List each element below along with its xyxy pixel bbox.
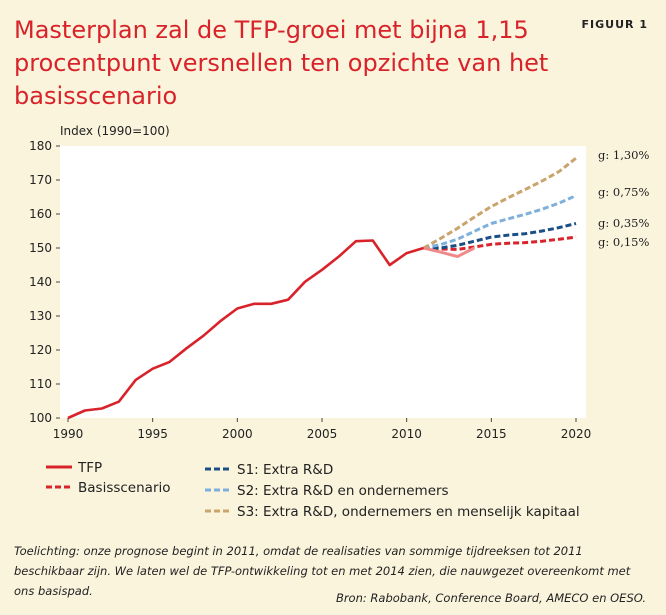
footnote: Toelichting: onze prognose begint in 201… (14, 544, 631, 598)
y-tick-label: 150 (29, 241, 52, 255)
y-axis: 100 110 120 130 140 150 160 170 180 (29, 139, 60, 425)
series-line-1 (423, 246, 476, 258)
series-end-label: g: 0,75% (598, 185, 649, 199)
x-tick-label: 2020 (561, 427, 592, 441)
series-end-label: g: 0,15% (598, 235, 649, 249)
x-tick-label: 2015 (476, 427, 507, 441)
series-line-2 (423, 235, 577, 251)
series-end-label: g: 1,30% (598, 148, 649, 162)
y-tick-label: 120 (29, 343, 52, 357)
y-tick-label: 110 (29, 377, 52, 391)
figure-label: FIGUUR 1 (581, 18, 648, 31)
x-tick-label: 2000 (222, 427, 253, 441)
y-tick-label: 100 (29, 411, 52, 425)
legend-label: S2: Extra R&D en ondernemers (237, 483, 449, 499)
series-end-label: g: 0,35% (598, 216, 649, 230)
x-tick-label: 1990 (53, 427, 84, 441)
series-line-4 (423, 194, 577, 250)
legend-label: TFP (77, 460, 102, 476)
legend-label: S1: Extra R&D (237, 462, 333, 478)
legend-label: S3: Extra R&D, ondernemers en menselijk … (237, 504, 580, 520)
y-tick-label: 140 (29, 275, 52, 289)
x-tick-label: 2010 (391, 427, 422, 441)
source-line: Bron: Rabobank, Conference Board, AMECO … (335, 591, 646, 605)
series-line-0 (67, 239, 424, 420)
series-layer (67, 157, 577, 420)
y-tick-label: 170 (29, 173, 52, 187)
series-line-5 (422, 157, 577, 250)
end-labels: g: 0,15% g: 0,35% g: 0,75% g: 1,30% (598, 148, 649, 249)
y-tick-label: 160 (29, 207, 52, 221)
y-axis-title: Index (1990=100) (60, 124, 170, 138)
x-axis: 1990 1995 2000 2005 2010 2015 2020 (53, 418, 592, 441)
legend: TFP Basisscenario S1: Extra R&D S2: Extra R… (46, 460, 580, 520)
line-chart: Index (1990=100) 100 110 120 130 140 150 160 17… (29, 124, 649, 520)
chart-title: Masterplan zal de TFP-groei met bijna 1,… (14, 16, 549, 110)
x-tick-label: 1995 (137, 427, 168, 441)
series-line-3 (423, 222, 577, 250)
x-tick-label: 2005 (307, 427, 338, 441)
y-tick-label: 130 (29, 309, 52, 323)
y-tick-label: 180 (29, 139, 52, 153)
legend-label: Basisscenario (78, 480, 171, 496)
